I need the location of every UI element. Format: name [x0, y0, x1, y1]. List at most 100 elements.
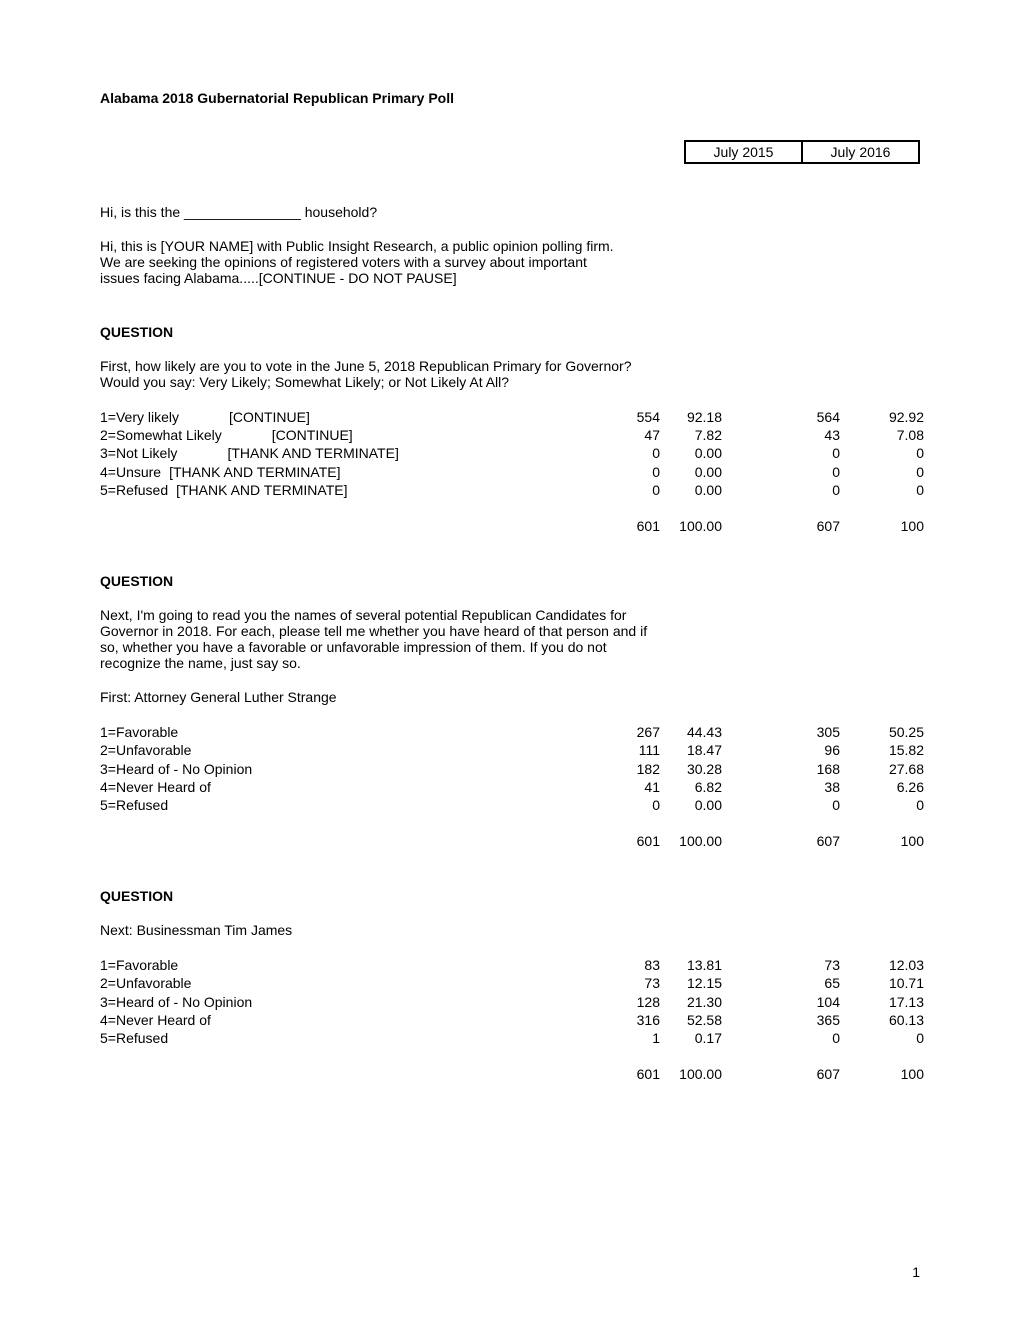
total-n1: 601	[560, 832, 660, 850]
row-label: 1=Favorable	[100, 956, 178, 974]
row-n1: 41	[560, 778, 660, 796]
row-label: 2=Unfavorable	[100, 974, 191, 992]
total-p1: 100.00	[666, 832, 722, 850]
row-p1: 7.82	[666, 426, 722, 444]
total-n1: 601	[560, 1065, 660, 1083]
total-p2: 100	[868, 1065, 924, 1083]
row-label: 3=Not Likely	[100, 444, 177, 462]
row-p1: 13.81	[666, 956, 722, 974]
row-p2: 12.03	[868, 956, 924, 974]
row-p2: 10.71	[868, 974, 924, 992]
row-n2: 168	[750, 760, 840, 778]
row-p2: 0	[868, 1029, 924, 1047]
row-p2: 0	[868, 796, 924, 814]
intro-block: Hi, is this the _______________ househol…	[100, 204, 920, 286]
row-n1: 0	[560, 481, 660, 499]
row-p1: 52.58	[666, 1011, 722, 1029]
row-p1: 0.00	[666, 796, 722, 814]
row-n2: 0	[750, 481, 840, 499]
page-number: 1	[912, 1264, 920, 1280]
row-label: 2=Somewhat Likely	[100, 426, 222, 444]
question-1-rows: 1=Very likely[CONTINUE]55492.1856492.922…	[100, 408, 920, 499]
row-n2: 43	[750, 426, 840, 444]
question-2-subtext: First: Attorney General Luther Strange	[100, 689, 920, 705]
document-title: Alabama 2018 Gubernatorial Republican Pr…	[100, 90, 920, 106]
data-row: 4=Never Heard of416.82386.26	[100, 778, 920, 796]
row-p1: 0.00	[666, 463, 722, 481]
data-row: 5=Refused00.0000	[100, 796, 920, 814]
data-row: 5=Refused10.1700	[100, 1029, 920, 1047]
total-p1: 100.00	[666, 1065, 722, 1083]
row-label: 1=Favorable	[100, 723, 178, 741]
row-n1: 316	[560, 1011, 660, 1029]
row-n1: 47	[560, 426, 660, 444]
question-3-total: 601 100.00 607 100	[100, 1065, 920, 1083]
row-label: 5=Refused	[100, 1029, 168, 1047]
question-1-text: First, how likely are you to vote in the…	[100, 358, 650, 390]
row-n2: 305	[750, 723, 840, 741]
row-n2: 0	[750, 463, 840, 481]
row-label: 4=Never Heard of	[100, 1011, 211, 1029]
row-p2: 0	[868, 444, 924, 462]
date-cell-2: July 2016	[803, 142, 918, 162]
row-n1: 111	[560, 741, 660, 759]
row-n1: 0	[560, 796, 660, 814]
row-p1: 18.47	[666, 741, 722, 759]
row-p2: 7.08	[868, 426, 924, 444]
row-p2: 50.25	[868, 723, 924, 741]
row-n2: 73	[750, 956, 840, 974]
data-row: 4=Unsure[THANK AND TERMINATE]00.0000	[100, 463, 920, 481]
data-row: 4=Never Heard of31652.5836560.13	[100, 1011, 920, 1029]
row-action: [THANK AND TERMINATE]	[227, 444, 398, 462]
intro-line-2: Hi, this is [YOUR NAME] with Public Insi…	[100, 238, 620, 286]
row-action: [THANK AND TERMINATE]	[169, 463, 340, 481]
data-row: 2=Somewhat Likely[CONTINUE]477.82437.08	[100, 426, 920, 444]
row-p2: 0	[868, 481, 924, 499]
row-p1: 21.30	[666, 993, 722, 1011]
data-row: 3=Heard of - No Opinion12821.3010417.13	[100, 993, 920, 1011]
row-n1: 73	[560, 974, 660, 992]
row-p1: 12.15	[666, 974, 722, 992]
row-n1: 83	[560, 956, 660, 974]
row-label: 2=Unfavorable	[100, 741, 191, 759]
question-2-rows: 1=Favorable26744.4330550.252=Unfavorable…	[100, 723, 920, 814]
date-header-row: July 2015 July 2016	[100, 140, 920, 164]
row-p1: 92.18	[666, 408, 722, 426]
row-n1: 1	[560, 1029, 660, 1047]
row-p1: 6.82	[666, 778, 722, 796]
row-n1: 554	[560, 408, 660, 426]
row-n2: 65	[750, 974, 840, 992]
row-n2: 38	[750, 778, 840, 796]
row-label: 1=Very likely	[100, 408, 179, 426]
question-1-total: 601 100.00 607 100	[100, 517, 920, 535]
row-p2: 17.13	[868, 993, 924, 1011]
row-p1: 30.28	[666, 760, 722, 778]
data-row: 3=Heard of - No Opinion18230.2816827.68	[100, 760, 920, 778]
row-n2: 0	[750, 444, 840, 462]
row-n1: 0	[560, 463, 660, 481]
row-n1: 128	[560, 993, 660, 1011]
row-p2: 60.13	[868, 1011, 924, 1029]
row-label: 5=Refused	[100, 481, 168, 499]
row-label: 3=Heard of - No Opinion	[100, 760, 252, 778]
row-n2: 564	[750, 408, 840, 426]
row-n2: 0	[750, 1029, 840, 1047]
row-n2: 365	[750, 1011, 840, 1029]
row-p1: 44.43	[666, 723, 722, 741]
total-n2: 607	[750, 1065, 840, 1083]
data-row: 1=Very likely[CONTINUE]55492.1856492.92	[100, 408, 920, 426]
page: Alabama 2018 Gubernatorial Republican Pr…	[0, 0, 1020, 1320]
row-n1: 0	[560, 444, 660, 462]
row-label: 4=Unsure	[100, 463, 161, 481]
row-p1: 0.17	[666, 1029, 722, 1047]
row-p2: 92.92	[868, 408, 924, 426]
question-2-total: 601 100.00 607 100	[100, 832, 920, 850]
total-n2: 607	[750, 517, 840, 535]
date-box: July 2015 July 2016	[684, 140, 920, 164]
row-p2: 27.68	[868, 760, 924, 778]
total-n2: 607	[750, 832, 840, 850]
total-p1: 100.00	[666, 517, 722, 535]
row-action: [THANK AND TERMINATE]	[176, 481, 347, 499]
data-row: 2=Unfavorable11118.479615.82	[100, 741, 920, 759]
question-2-text: Next, I'm going to read you the names of…	[100, 607, 650, 671]
